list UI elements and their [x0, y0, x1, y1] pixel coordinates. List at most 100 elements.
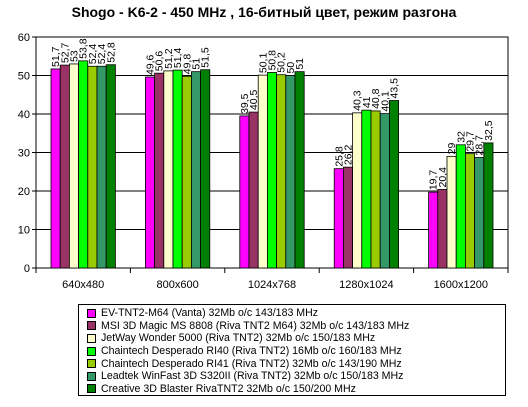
bar [437, 189, 448, 269]
chart-title: Shogo - K6-2 - 450 MHz , 16-битный цвет,… [72, 4, 457, 20]
y-tick-label: 40 [18, 109, 30, 121]
legend-swatch [87, 333, 96, 343]
data-label: 39,5 [239, 93, 251, 114]
legend-item: Creative 3D Blaster RivaTNT2 32Mb o/c 15… [87, 383, 505, 396]
legend-label: Leadtek WinFast 3D S320II (Riva TNT2) 32… [101, 370, 404, 383]
data-label: 32 [455, 131, 467, 143]
legend-item: Leadtek WinFast 3D S320II (Riva TNT2) 32… [87, 370, 505, 383]
data-label: 51,4 [172, 48, 184, 69]
bar [181, 75, 192, 269]
data-label: 50,1 [257, 53, 269, 74]
legend-label: Chaintech Desperado RI40 (Riva TNT2) 16M… [101, 345, 402, 358]
bar [105, 64, 116, 269]
bar [163, 70, 174, 269]
x-axis: 640x480 800x600 1024x768 1280x1024 1600x1200 [35, 268, 509, 291]
bar [370, 110, 381, 269]
bar [342, 166, 353, 269]
y-tick-label: 50 [18, 71, 30, 83]
legend-swatch [87, 308, 96, 318]
data-label: 40,5 [248, 89, 260, 110]
data-label: 51 [294, 58, 306, 70]
y-tick-label: 20 [18, 186, 30, 198]
data-label: 43,5 [389, 78, 401, 99]
data-label: 19,7 [428, 170, 440, 191]
legend-label: EV-TNT2-M64 (Vanta) 32Mb o/c 143/183 MHz [101, 307, 319, 320]
legend-item: Chaintech Desperado RI40 (Riva TNT2) 16M… [87, 345, 505, 358]
y-tick-label: 0 [24, 263, 30, 275]
bar [154, 72, 165, 269]
legend-item: JetWay Wonder 5000 (Riva TNT2) 32Mb o/c … [87, 332, 505, 345]
legend-item: Chaintech Desperado RI41 (Riva TNT2) 32M… [87, 357, 505, 370]
y-axis: 0 10 20 30 40 50 60 [18, 32, 36, 275]
data-label: 50,2 [276, 52, 288, 73]
legend-swatch [87, 371, 96, 381]
legend-item: MSI 3D Magic MS 8808 (Riva TNT2 M64) 32M… [87, 320, 505, 333]
bar [50, 68, 61, 269]
bar [294, 71, 305, 269]
data-label: 32,5 [483, 120, 495, 141]
data-label: 51,5 [200, 47, 212, 68]
y-tick-label: 10 [18, 225, 30, 237]
bar [388, 100, 399, 269]
legend-label: MSI 3D Magic MS 8808 (Riva TNT2 M64) 32M… [101, 319, 410, 332]
bar [266, 72, 277, 269]
legend-swatch [87, 321, 96, 331]
bar [69, 63, 80, 269]
x-category-label: 1600x1200 [434, 279, 488, 291]
x-category-label: 1280x1024 [339, 279, 393, 291]
data-label: 26,2 [343, 145, 355, 166]
data-label: 49,8 [181, 54, 193, 75]
y-tick-label: 30 [18, 148, 30, 160]
data-label: 53,8 [78, 38, 90, 59]
y-tick-label: 60 [18, 32, 30, 44]
data-label: 51,7 [50, 46, 62, 67]
legend-swatch [87, 346, 96, 356]
data-label: 25,8 [333, 146, 345, 167]
data-label: 50 [285, 62, 297, 74]
bar [96, 65, 107, 269]
bar [59, 64, 70, 269]
bar [455, 144, 466, 269]
data-label: 52,4 [87, 44, 99, 65]
data-labels-group: 51,752,75353,852,452,452,849,650,651,251… [50, 38, 495, 190]
bar [248, 111, 259, 269]
legend-label: JetWay Wonder 5000 (Riva TNT2) 32Mb o/c … [101, 332, 376, 345]
data-label: 52,4 [96, 44, 108, 65]
bar [285, 75, 296, 269]
data-label: 49,6 [145, 54, 157, 75]
legend-label: Creative 3D Blaster RivaTNT2 32Mb o/c 15… [101, 382, 356, 395]
legend-swatch [87, 384, 96, 394]
data-label: 28,7 [474, 135, 486, 156]
data-label: 20,4 [437, 167, 449, 188]
bar [200, 69, 211, 269]
bar [361, 109, 372, 269]
x-category-label: 1024x768 [248, 279, 296, 291]
bar [379, 113, 390, 269]
legend-item: EV-TNT2-M64 (Vanta) 32Mb o/c 143/183 MHz [87, 307, 505, 320]
data-label: 40,1 [379, 91, 391, 112]
data-label: 50,8 [267, 50, 279, 71]
data-label: 51 [191, 58, 203, 70]
x-category-label: 800x600 [156, 279, 198, 291]
data-label: 51,2 [163, 48, 175, 69]
bar [352, 112, 363, 269]
bar [78, 60, 89, 269]
bar [474, 157, 485, 269]
data-label: 41 [361, 96, 373, 108]
legend-label: Chaintech Desperado RI41 (Riva TNT2) 32M… [101, 357, 402, 370]
bars-group [50, 60, 494, 269]
data-label: 52,7 [59, 43, 71, 64]
data-label: 52,8 [105, 42, 117, 63]
data-label: 50,6 [154, 51, 166, 72]
bar [276, 74, 287, 269]
legend-swatch [87, 359, 96, 369]
bar [428, 191, 439, 269]
x-category-label: 640x480 [62, 279, 104, 291]
bar [144, 76, 155, 269]
bar [172, 69, 183, 269]
data-label: 29,7 [465, 131, 477, 152]
data-label: 40,8 [370, 88, 382, 109]
bar [483, 142, 494, 269]
bar [333, 168, 344, 269]
